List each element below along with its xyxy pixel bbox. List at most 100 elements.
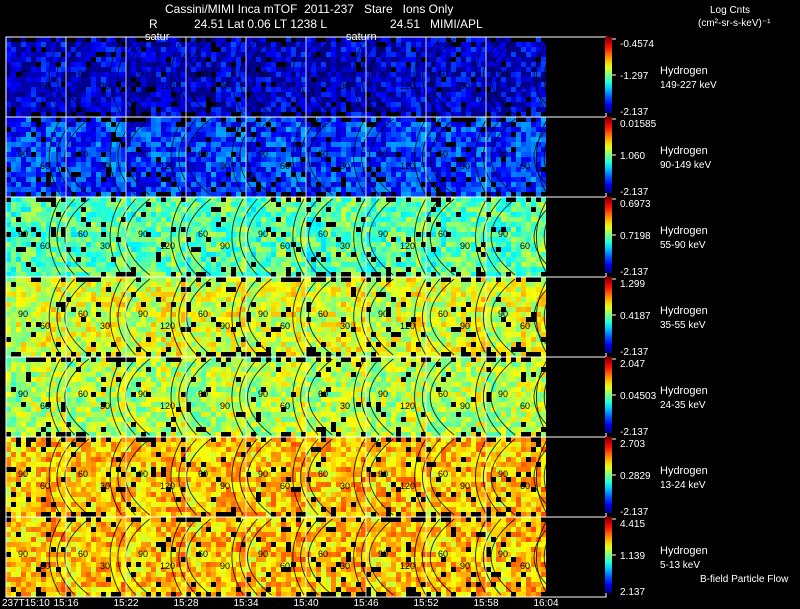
contour-label: 60 [280, 401, 290, 411]
contour-label: 30 [340, 481, 350, 491]
contour-label: 60 [438, 69, 448, 79]
contour-label: 60 [438, 309, 448, 319]
contour-line [170, 38, 183, 116]
contour-line [535, 38, 548, 116]
contour-line [48, 518, 61, 596]
contour-line [231, 358, 244, 436]
contour-line [178, 38, 197, 116]
contour-label: 60 [78, 229, 88, 239]
header-l-value: 24.51 MIMI/APL [390, 17, 483, 31]
contour-line [292, 118, 305, 196]
contour-line [543, 438, 563, 516]
contour-label: 60 [520, 481, 530, 491]
colorbar-max-label: 2.047 [620, 359, 645, 370]
species-label: Hydrogen [660, 65, 708, 77]
contour-line [353, 438, 366, 516]
contour-line [64, 198, 90, 276]
contour-label: 90 [138, 229, 148, 239]
contour-line [56, 278, 75, 356]
contour-line [231, 518, 244, 596]
contour-label: 60 [78, 549, 88, 559]
contour-line [414, 198, 427, 276]
colorbar-min-label: -2.137 [620, 107, 649, 118]
x-tick-label: 15:46 [353, 598, 378, 609]
contour-line [48, 38, 61, 116]
contour-label: 30 [340, 241, 350, 251]
contour-label: 60 [40, 241, 50, 251]
contour-line [308, 278, 333, 356]
colorbar-max-label: 4.415 [620, 519, 645, 530]
contour-line [48, 358, 61, 436]
contour-label: 90 [498, 229, 508, 239]
species-label: Hydrogen [660, 145, 708, 157]
contour-line [429, 278, 455, 356]
contour-line [231, 118, 244, 196]
contour-label: 60 [520, 241, 530, 251]
x-tick-label: 15:16 [53, 598, 78, 609]
contour-line [369, 118, 394, 196]
contour-label: 30 [340, 321, 350, 331]
contour-label: 90 [18, 309, 28, 319]
colorbar-4 [605, 277, 612, 353]
contour-label: 90 [378, 469, 388, 479]
contour-line [490, 198, 516, 276]
contour-line [109, 118, 122, 196]
contour-label: 60 [280, 481, 290, 491]
contour-line [186, 198, 211, 276]
contour-line [247, 278, 272, 356]
contour-line [482, 278, 502, 356]
contour-line [239, 438, 258, 516]
colorbar-max-label: 0.01585 [620, 119, 657, 130]
colorbar-mid-label: 0.04503 [620, 391, 657, 402]
contour-label: 90 [258, 229, 268, 239]
species-label: Hydrogen [660, 545, 708, 557]
contour-label: 60 [78, 69, 88, 79]
contour-label: 30 [340, 81, 350, 91]
contour-label: 90 [258, 309, 268, 319]
contour-line [535, 118, 548, 196]
contour-line [300, 198, 319, 276]
contour-line [414, 118, 427, 196]
contour-line [543, 278, 563, 356]
contour-label: 60 [280, 561, 290, 571]
contour-line [475, 358, 488, 436]
colorbar-mid-label: 1.139 [620, 551, 645, 562]
contour-line [308, 198, 333, 276]
contour-line [482, 438, 502, 516]
contour-line [109, 278, 122, 356]
contour-label: 60 [198, 389, 208, 399]
contour-line [239, 118, 258, 196]
contour-line [421, 198, 441, 276]
contour-line [300, 38, 319, 116]
colorbar-mid-label: 0.4187 [620, 311, 651, 322]
x-tick-label: 16:04 [533, 598, 558, 609]
colorbar-mid-label: 1.060 [620, 151, 645, 162]
contour-label: 60 [438, 389, 448, 399]
contour-line [369, 518, 394, 596]
contour-line [300, 358, 319, 436]
heatmap-panel-4 [6, 277, 546, 357]
contour-label: 90 [138, 69, 148, 79]
contour-line [247, 438, 272, 516]
colorbar-max-label: 1.299 [620, 279, 645, 290]
contour-label: 90 [220, 561, 230, 571]
contour-line [490, 118, 516, 196]
contour-line [353, 198, 366, 276]
contour-line [247, 118, 272, 196]
species-label: Hydrogen [660, 465, 708, 477]
contour-line [247, 198, 272, 276]
contour-line [421, 278, 441, 356]
contour-line [64, 118, 90, 196]
energy-label: 55-90 keV [660, 240, 706, 251]
contour-label: 60 [520, 321, 530, 331]
x-tick-label: 15:52 [413, 598, 438, 609]
contour-label: 120 [400, 561, 415, 571]
contour-line [231, 38, 244, 116]
contour-line [533, 118, 559, 196]
contour-label: 60 [40, 481, 50, 491]
contour-line [170, 438, 183, 516]
contour-line [292, 438, 305, 516]
contour-label: 90 [138, 389, 148, 399]
contour-line [369, 438, 394, 516]
contour-line [533, 278, 559, 356]
